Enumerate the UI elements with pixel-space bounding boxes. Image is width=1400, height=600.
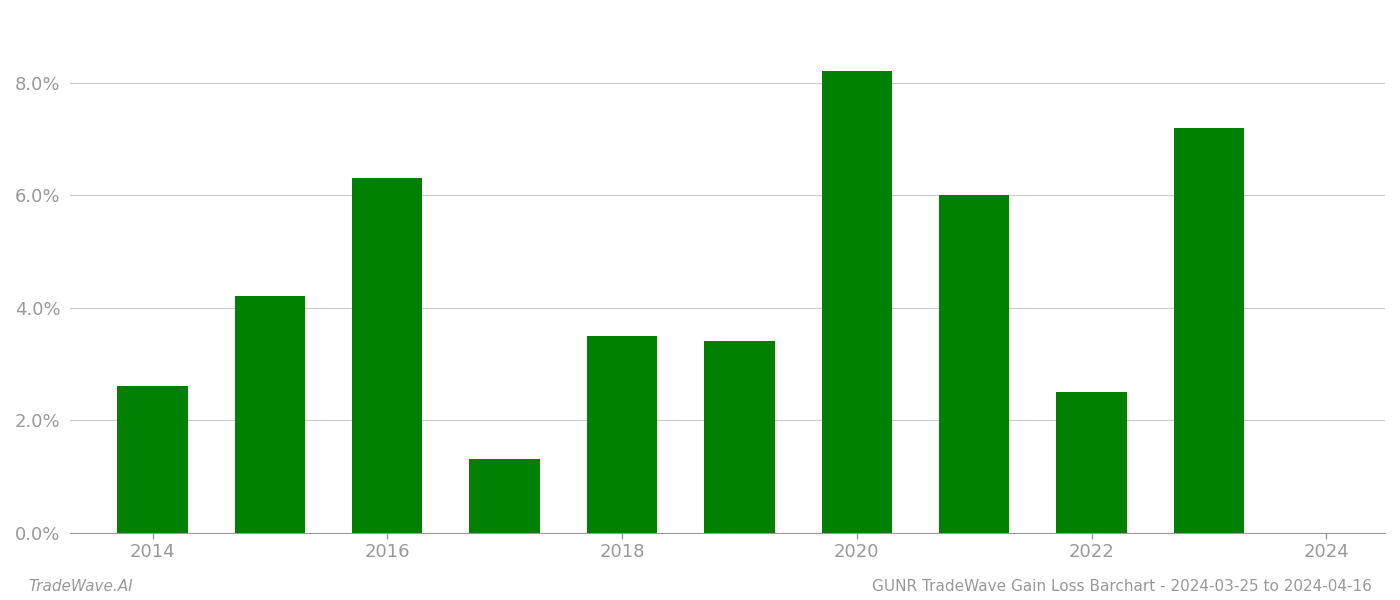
Bar [939, 195, 1009, 533]
Bar [1057, 392, 1127, 533]
Bar [469, 460, 540, 533]
Bar [235, 296, 305, 533]
Bar [587, 335, 657, 533]
Bar [822, 71, 892, 533]
Bar [351, 178, 423, 533]
Text: GUNR TradeWave Gain Loss Barchart - 2024-03-25 to 2024-04-16: GUNR TradeWave Gain Loss Barchart - 2024… [872, 579, 1372, 594]
Bar [704, 341, 774, 533]
Bar [118, 386, 188, 533]
Bar [1173, 128, 1245, 533]
Text: TradeWave.AI: TradeWave.AI [28, 579, 133, 594]
